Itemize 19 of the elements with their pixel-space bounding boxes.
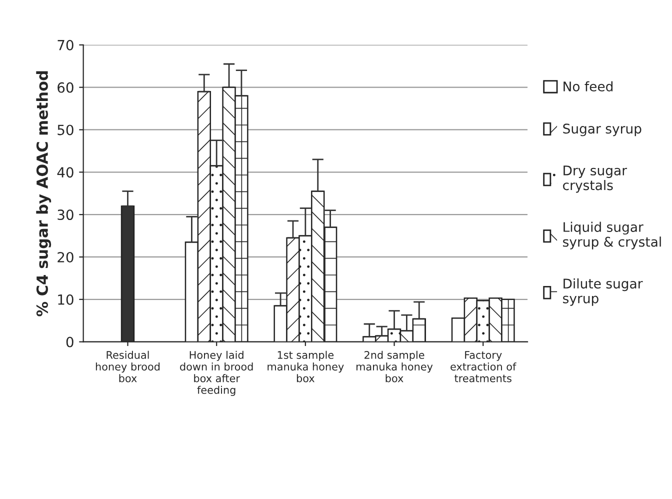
x-tick-label: 2nd sample manuka honey box [356,350,433,382]
x-tick-label: Factory extraction of treatments [450,351,516,382]
y-tick-label: 60 [58,82,74,93]
legend-label: Dry sugar crystals [563,166,628,193]
x-tick-label: Honey laid down in brood box after feeding [180,350,253,396]
y-axis-title: % C4 sugar by AOAC method [36,71,52,316]
x-tick-label: Residual honey brood box [96,350,160,382]
y-tick-label: 0 [66,336,74,348]
y-tick-label: 40 [57,167,74,178]
legend-label: Dilute sugar syrup [563,278,643,306]
legend-label: No feed [564,81,613,92]
y-tick-label: 50 [58,124,74,136]
legend-label: Sugar syrup [563,124,642,136]
x-tick-label: 1st sample manuka honey box [268,350,344,382]
y-tick-label: 10 [58,294,74,305]
y-tick-label: 20 [58,252,74,262]
y-tick-label: 70 [58,40,74,50]
y-tick-label: 30 [58,210,74,220]
legend-label: Liquid sugar syrup & crystal [563,222,661,250]
